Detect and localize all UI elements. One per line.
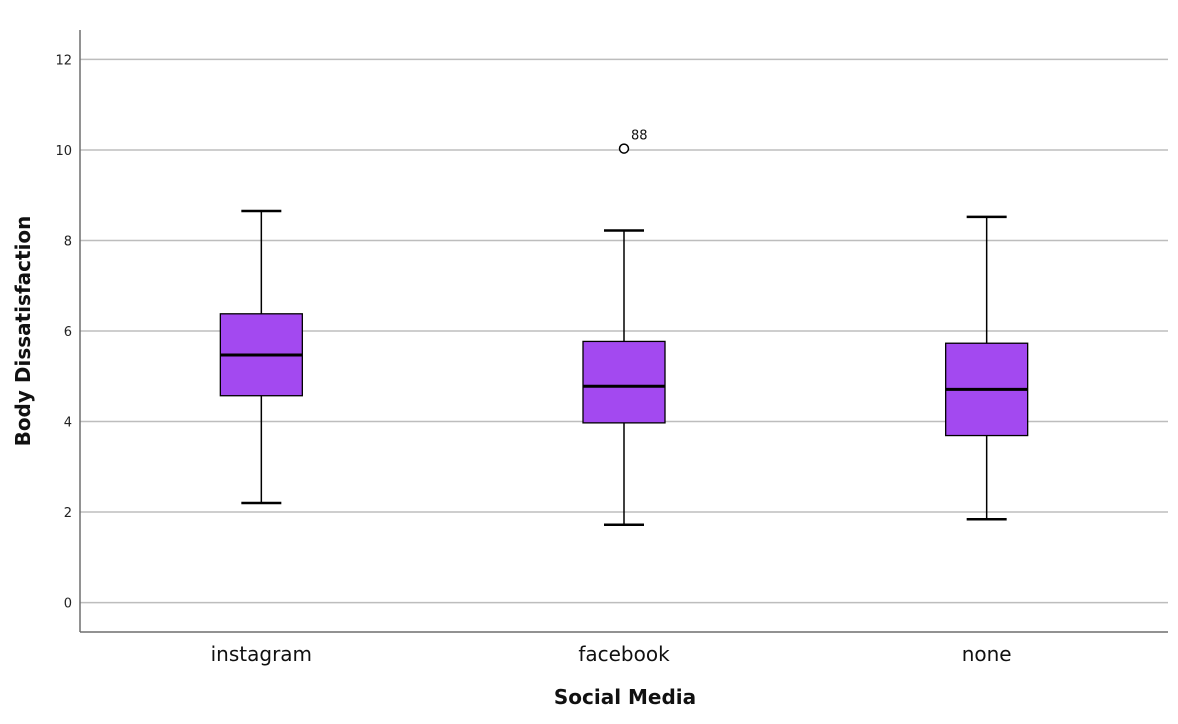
y-tick-label: 0 xyxy=(64,597,72,612)
axes xyxy=(79,30,1168,633)
outlier-point xyxy=(618,143,630,154)
box-none xyxy=(945,215,1029,521)
x-category-label: instagram xyxy=(211,642,312,666)
boxes: 88 xyxy=(219,129,1029,526)
box-instagram xyxy=(219,209,303,505)
y-tick-label: 2 xyxy=(64,506,72,521)
x-axis-title: Social Media xyxy=(554,685,696,709)
outlier-label: 88 xyxy=(631,129,648,144)
y-tick-label: 10 xyxy=(55,144,72,159)
x-category-label: facebook xyxy=(578,642,670,666)
y-tick-label: 8 xyxy=(64,234,72,249)
x-category-label: none xyxy=(962,642,1012,666)
y-axis-title: Body Dissatisfaction xyxy=(11,216,35,447)
iqr-box xyxy=(582,340,666,424)
y-tick-label: 4 xyxy=(64,416,72,431)
x-category-labels: instagram facebook none xyxy=(211,642,1012,666)
y-tick-label: 12 xyxy=(55,53,72,68)
y-tick-labels: 0 2 4 6 8 10 12 xyxy=(55,53,72,611)
y-tick-label: 6 xyxy=(64,325,72,340)
box-facebook: 88 xyxy=(582,129,666,526)
